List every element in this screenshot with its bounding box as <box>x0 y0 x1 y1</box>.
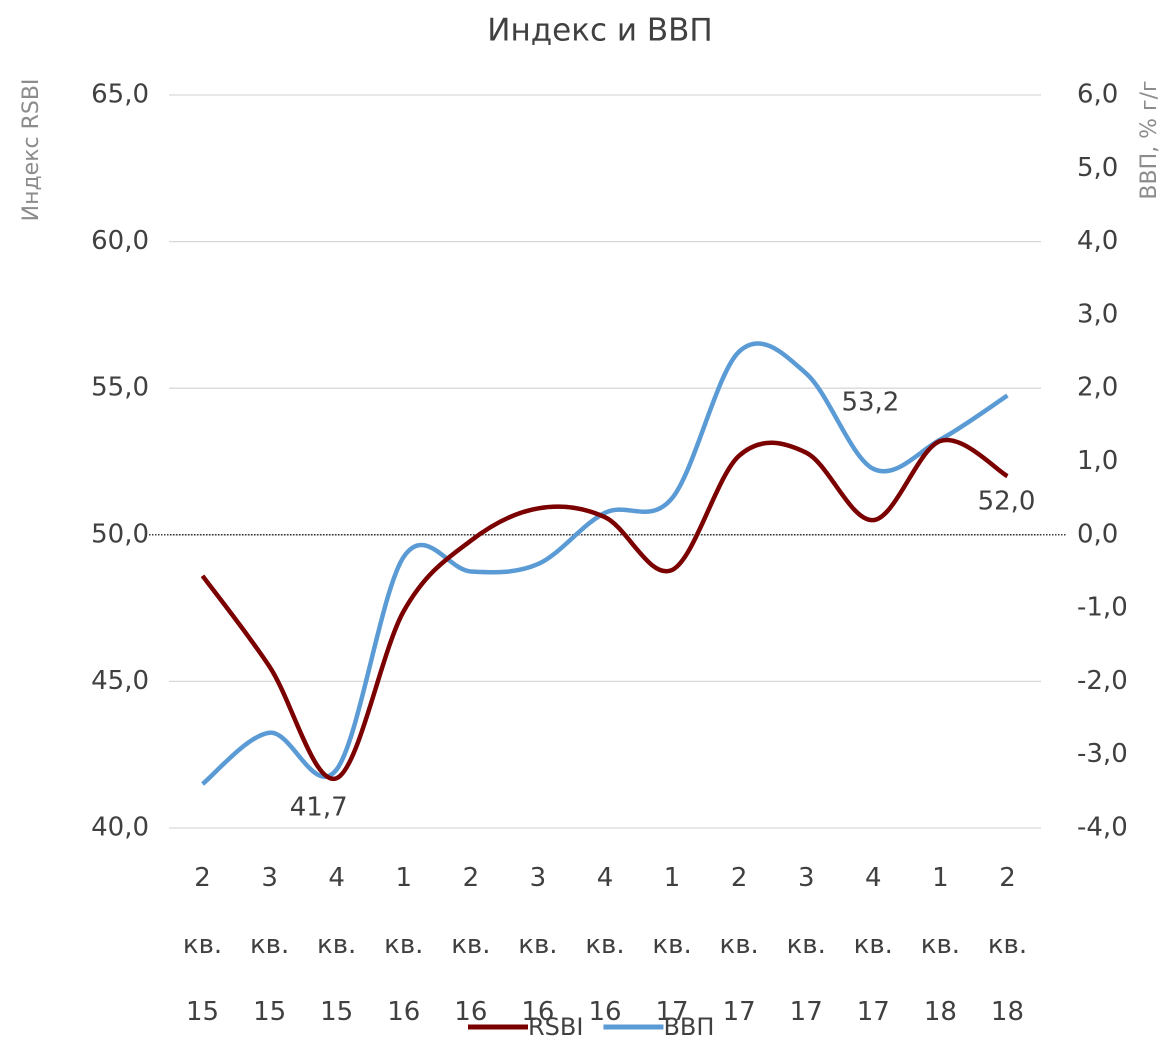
x-tick-label: 1 кв. 17 <box>652 863 691 1027</box>
legend-label: ВВП <box>663 1013 714 1041</box>
y-tick-label: 60,0 <box>91 226 149 256</box>
x-tick-label: 3 кв. 16 <box>518 863 557 1027</box>
x-tick-label: 3 кв. 15 <box>250 863 289 1027</box>
y2-tick-label: 3,0 <box>1077 299 1118 329</box>
y2-tick-label: -1,0 <box>1077 593 1128 623</box>
series-line <box>200 437 1009 781</box>
y2-tick-label: 6,0 <box>1077 80 1118 110</box>
y2-tick-label: 2,0 <box>1077 373 1118 403</box>
y-tick-label: 50,0 <box>91 519 149 549</box>
chart-title: Индекс и ВВП <box>487 13 712 49</box>
legend-label: RSBI <box>528 1013 583 1041</box>
y2-tick-label: -2,0 <box>1077 666 1128 696</box>
y-tick-label: 55,0 <box>91 373 149 403</box>
x-tick-label: 4 кв. 16 <box>585 863 624 1027</box>
y-tick-label: 65,0 <box>91 80 149 110</box>
y2-tick-label: 0,0 <box>1077 519 1118 549</box>
data-label: 52,0 <box>978 487 1036 517</box>
y2-axis-title: ВВП, % г/г <box>1137 80 1162 199</box>
y-tick-label: 40,0 <box>91 813 149 843</box>
y-tick-label: 45,0 <box>91 666 149 696</box>
y2-tick-label: 1,0 <box>1077 446 1118 476</box>
y-axis-title: Индекс RSBI <box>19 79 44 222</box>
x-tick-label: 4 кв. 15 <box>317 863 356 1027</box>
data-label: 41,7 <box>290 793 348 823</box>
x-tick-label: 2 кв. 18 <box>988 863 1027 1027</box>
x-tick-label: 3 кв. 17 <box>787 863 826 1027</box>
y2-tick-label: 4,0 <box>1077 226 1118 256</box>
x-tick-label: 2 кв. 17 <box>720 863 759 1027</box>
x-tick-label: 1 кв. 18 <box>921 863 960 1027</box>
y2-tick-label: -4,0 <box>1077 813 1128 843</box>
x-tick-label: 4 кв. 17 <box>854 863 893 1027</box>
x-tick-label: 2 кв. 15 <box>183 863 222 1027</box>
y2-tick-label: -3,0 <box>1077 739 1128 769</box>
x-tick-label: 1 кв. 16 <box>384 863 423 1027</box>
data-label: 53,2 <box>841 387 899 417</box>
x-tick-label: 2 кв. 16 <box>451 863 490 1027</box>
y2-tick-label: 5,0 <box>1077 153 1118 183</box>
